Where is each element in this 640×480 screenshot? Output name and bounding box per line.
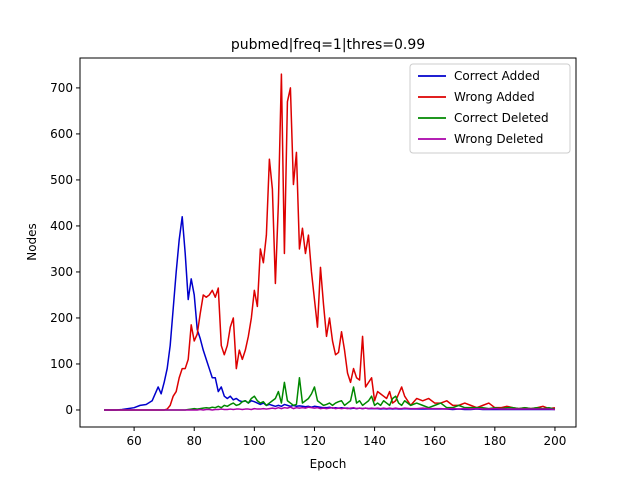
series-line-correct-added: [104, 215, 555, 411]
y-tick-label: 300: [50, 265, 73, 279]
y-tick-label: 400: [50, 219, 73, 233]
x-tick-label: 200: [544, 434, 567, 448]
series-line-correct-deleted: [104, 377, 556, 411]
x-tick-label: 140: [363, 434, 386, 448]
y-tick-label: 600: [50, 127, 73, 141]
plot-area: [104, 73, 556, 411]
legend-label-correct-added: Correct Added: [454, 69, 540, 83]
x-tick-label: 160: [423, 434, 446, 448]
y-tick-label: 0: [65, 403, 73, 417]
x-tick-label: 60: [126, 434, 141, 448]
x-axis: 60 80 100 120 140 160 180 200: [126, 427, 566, 448]
series-line-wrong-deleted: [104, 406, 556, 411]
y-tick-label: 200: [50, 311, 73, 325]
y-tick-label: 500: [50, 173, 73, 187]
x-tick-label: 180: [483, 434, 506, 448]
x-tick-label: 80: [187, 434, 202, 448]
y-tick-label: 100: [50, 357, 73, 371]
y-axis: 0 100 200 300 400 500 600 700: [50, 81, 80, 417]
x-axis-label: Epoch: [310, 457, 347, 471]
x-tick-label: 100: [243, 434, 266, 448]
legend-label-wrong-deleted: Wrong Deleted: [454, 132, 543, 146]
x-tick-label: 120: [303, 434, 326, 448]
legend-label-wrong-added: Wrong Added: [454, 90, 535, 104]
legend-label-correct-deleted: Correct Deleted: [454, 111, 549, 125]
legend-box: [409, 63, 571, 154]
axes-frame: [79, 57, 577, 428]
y-axis-label: Nodes: [25, 223, 39, 261]
chart-title: pubmed|freq=1|thres=0.99: [231, 37, 425, 53]
y-tick-label: 700: [50, 81, 73, 95]
legend: Correct Added Wrong Added Correct Deleted W…: [409, 63, 571, 154]
